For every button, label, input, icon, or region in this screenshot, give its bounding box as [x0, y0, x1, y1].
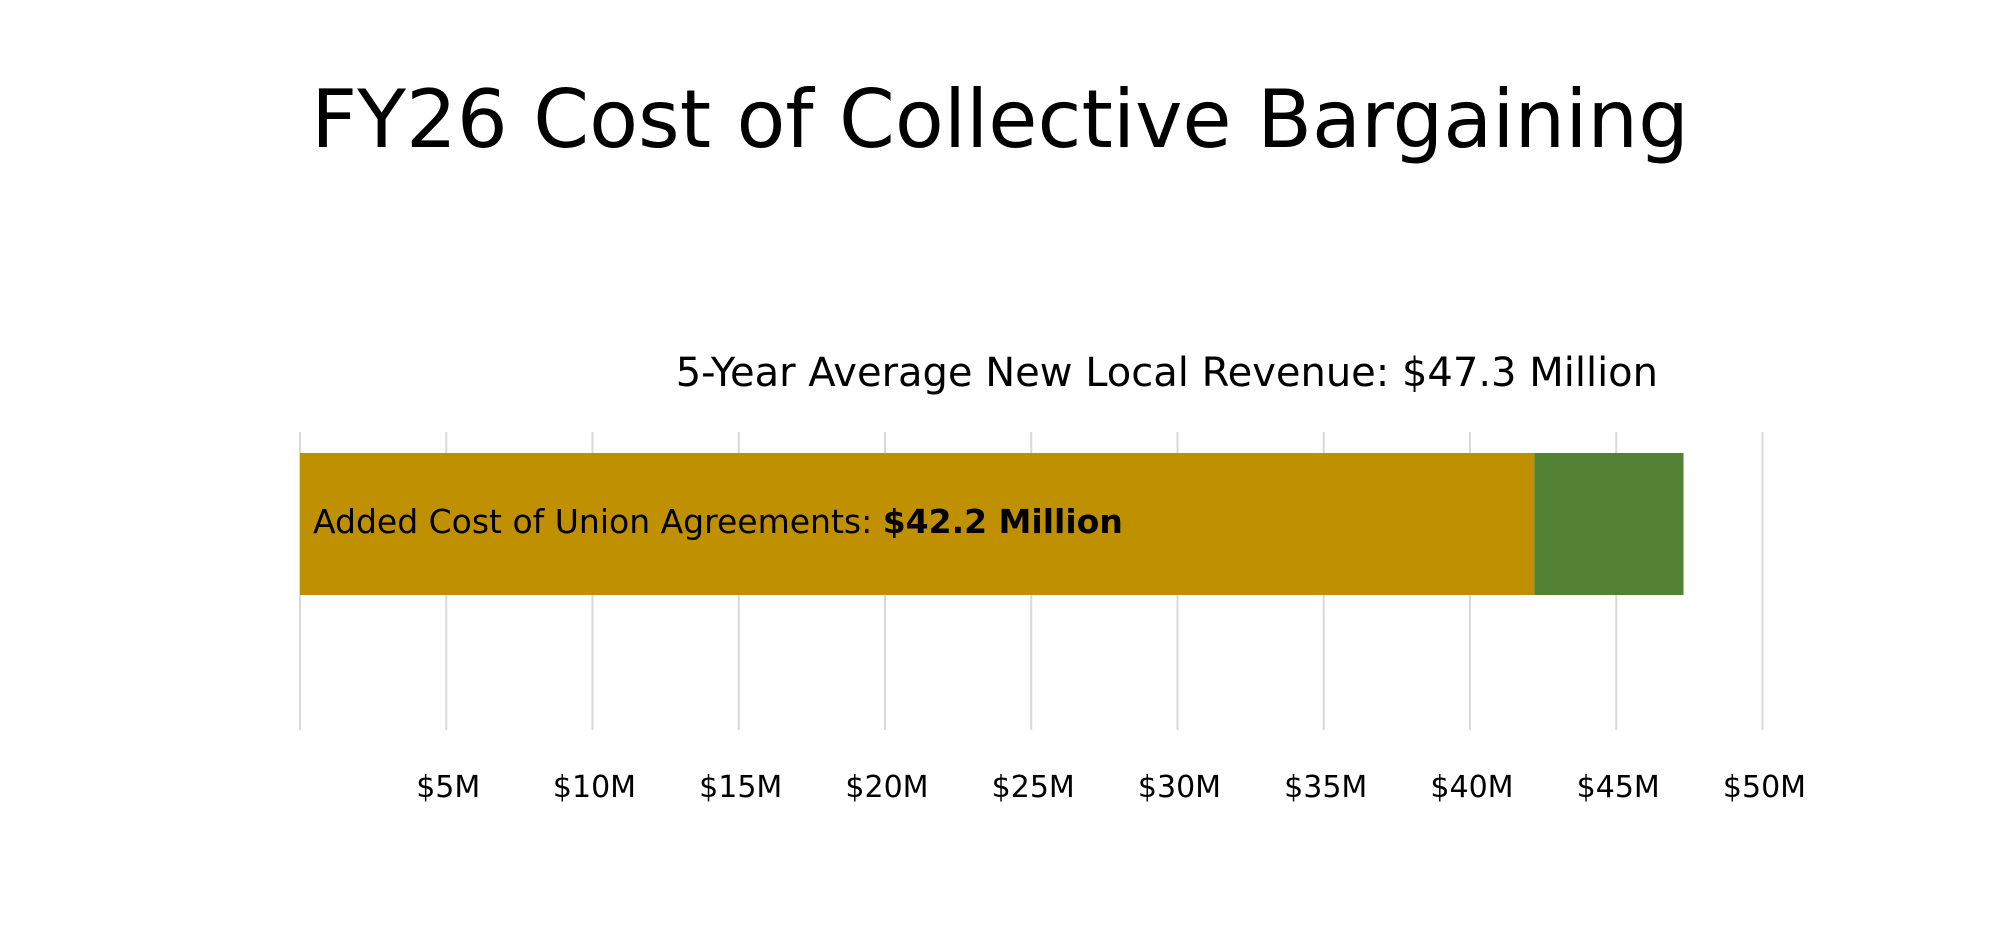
cost-annotation-prefix: Added Cost of Union Agreements:	[313, 502, 883, 541]
cost-annotation-value: $42.2 Million	[882, 502, 1123, 541]
x-tick-label: $50M	[1723, 770, 1806, 805]
x-tick-label: $40M	[1430, 770, 1513, 805]
x-tick-label: $30M	[1138, 770, 1221, 805]
bar-segment-2	[1314, 453, 1535, 595]
bar-segment-1	[300, 453, 1315, 595]
cost-annotation: Added Cost of Union Agreements: $42.2 Mi…	[313, 497, 1123, 547]
chart-title: FY26 Cost of Collective Bargaining	[311, 73, 1689, 166]
x-tick-label: $25M	[992, 770, 1075, 805]
revenue-annotation: 5-Year Average New Local Revenue: $47.3 …	[675, 350, 1658, 396]
x-tick-label: $35M	[1284, 770, 1367, 805]
x-tick-label: $15M	[699, 770, 782, 805]
x-tick-label: $10M	[553, 770, 636, 805]
x-tick-label: $20M	[845, 770, 928, 805]
bar-segment-3	[1534, 453, 1684, 595]
x-tick-label: $45M	[1577, 770, 1660, 805]
x-tick-label: $5M	[416, 770, 480, 805]
